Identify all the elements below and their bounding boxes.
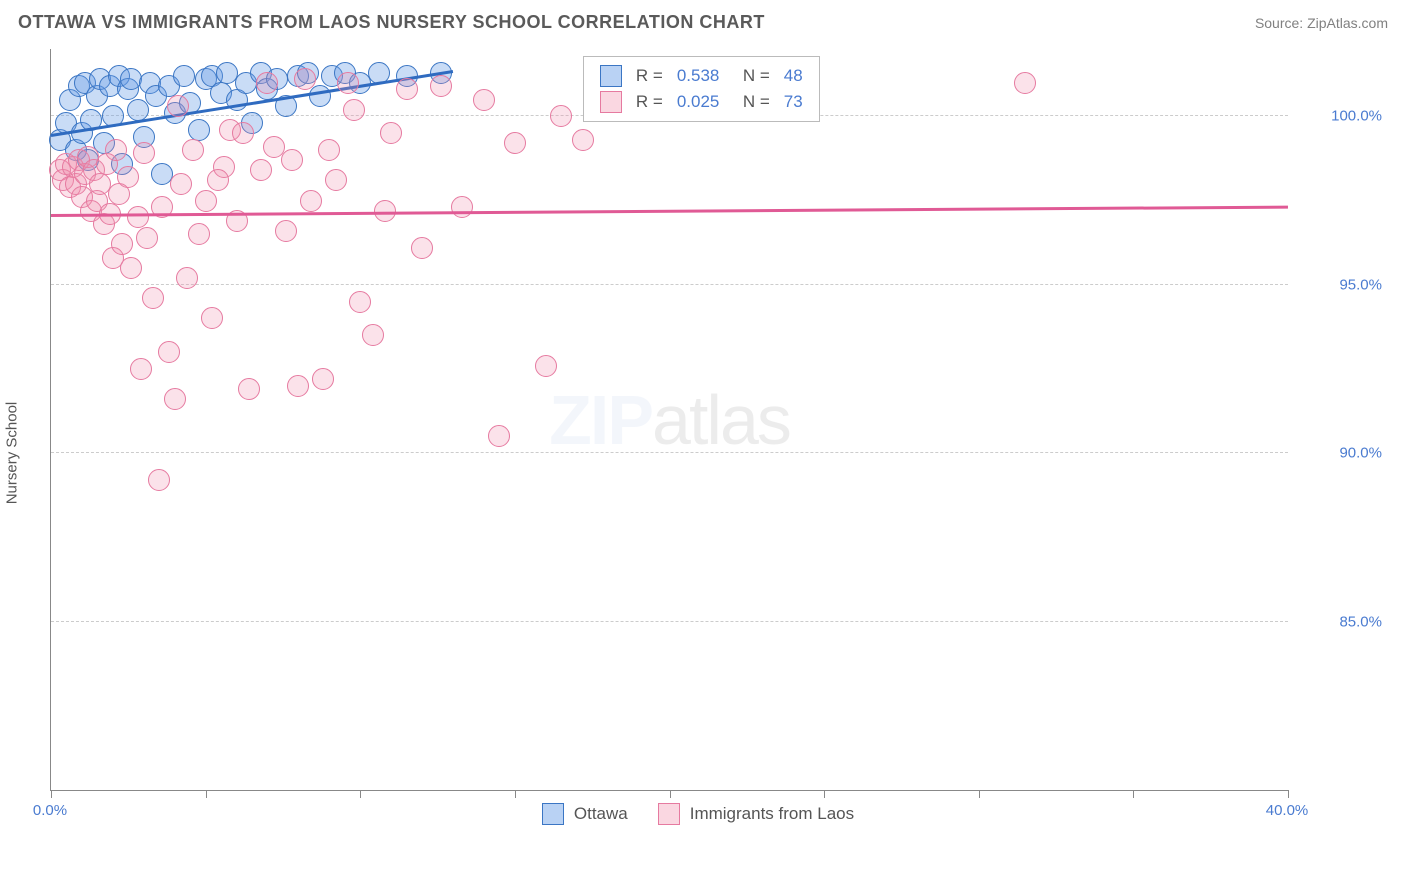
gridline [51,284,1288,285]
data-point [550,105,572,127]
data-point [133,142,155,164]
legend-item-ottawa: Ottawa [542,803,628,825]
corr-r-value: 0.538 [677,66,720,86]
x-tick [824,790,825,798]
data-point [238,378,260,400]
data-point [349,291,371,313]
chart-title: OTTAWA VS IMMIGRANTS FROM LAOS NURSERY S… [18,12,765,33]
x-tick [979,790,980,798]
data-point [195,190,217,212]
data-point [281,149,303,171]
legend-label: Immigrants from Laos [690,804,854,824]
series-legend: Ottawa Immigrants from Laos [8,803,1388,825]
corr-n-label: N = [733,92,769,112]
swatch-icon [600,65,622,87]
source-attribution: Source: ZipAtlas.com [1255,15,1388,31]
data-point [167,95,189,117]
data-point [232,122,254,144]
data-point [130,358,152,380]
data-point [318,139,340,161]
data-point [111,233,133,255]
data-point [287,375,309,397]
data-point [170,173,192,195]
data-point [250,159,272,181]
data-point [380,122,402,144]
data-point [120,257,142,279]
y-tick-label: 90.0% [1339,445,1382,462]
data-point [312,368,334,390]
x-tick [515,790,516,798]
gridline [51,452,1288,453]
data-point [182,139,204,161]
data-point [142,287,164,309]
y-tick-label: 95.0% [1339,276,1382,293]
data-point [309,85,331,107]
data-point [136,227,158,249]
corr-row: R = 0.538 N = 48 [600,63,803,89]
data-point [105,139,127,161]
data-point [188,223,210,245]
legend-item-laos: Immigrants from Laos [658,803,854,825]
data-point [473,89,495,111]
correlation-legend: R = 0.538 N = 48R = 0.025 N = 73 [583,56,820,122]
data-point [294,68,316,90]
x-tick-label: 40.0% [1266,802,1309,819]
swatch-icon [600,91,622,113]
corr-n-label: N = [733,66,769,86]
swatch-icon [542,803,564,825]
data-point [451,196,473,218]
corr-n-value: 73 [784,92,803,112]
gridline [51,621,1288,622]
y-tick-label: 100.0% [1331,108,1382,125]
data-point [343,99,365,121]
data-point [127,99,149,121]
x-tick-label: 0.0% [33,802,67,819]
corr-n-value: 48 [784,66,803,86]
data-point [300,190,322,212]
data-point [572,129,594,151]
data-point [117,166,139,188]
data-point [1014,72,1036,94]
watermark: ZIPatlas [549,380,790,460]
swatch-icon [658,803,680,825]
corr-r-label: R = [636,92,663,112]
corr-r-label: R = [636,66,663,86]
data-point [275,220,297,242]
x-tick [1133,790,1134,798]
data-point [411,237,433,259]
data-point [158,341,180,363]
data-point [207,169,229,191]
legend-label: Ottawa [574,804,628,824]
data-point [201,307,223,329]
corr-r-value: 0.025 [677,92,720,112]
data-point [256,72,278,94]
data-point [164,388,186,410]
data-point [173,65,195,87]
data-point [535,355,557,377]
x-tick [1288,790,1289,798]
data-point [488,425,510,447]
data-point [430,75,452,97]
data-point [362,324,384,346]
x-tick [206,790,207,798]
x-tick [670,790,671,798]
y-tick-label: 85.0% [1339,613,1382,630]
corr-row: R = 0.025 N = 73 [600,89,803,115]
x-tick [51,790,52,798]
data-point [504,132,526,154]
data-point [176,267,198,289]
plot-area: ZIPatlas R = 0.538 N = 48R = 0.025 N = 7… [50,49,1288,791]
data-point [127,206,149,228]
chart-container: Nursery School ZIPatlas R = 0.538 N = 48… [8,43,1388,863]
data-point [148,469,170,491]
y-axis-label: Nursery School [4,402,21,505]
x-tick [360,790,361,798]
data-point [337,72,359,94]
data-point [188,119,210,141]
data-point [325,169,347,191]
data-point [396,78,418,100]
